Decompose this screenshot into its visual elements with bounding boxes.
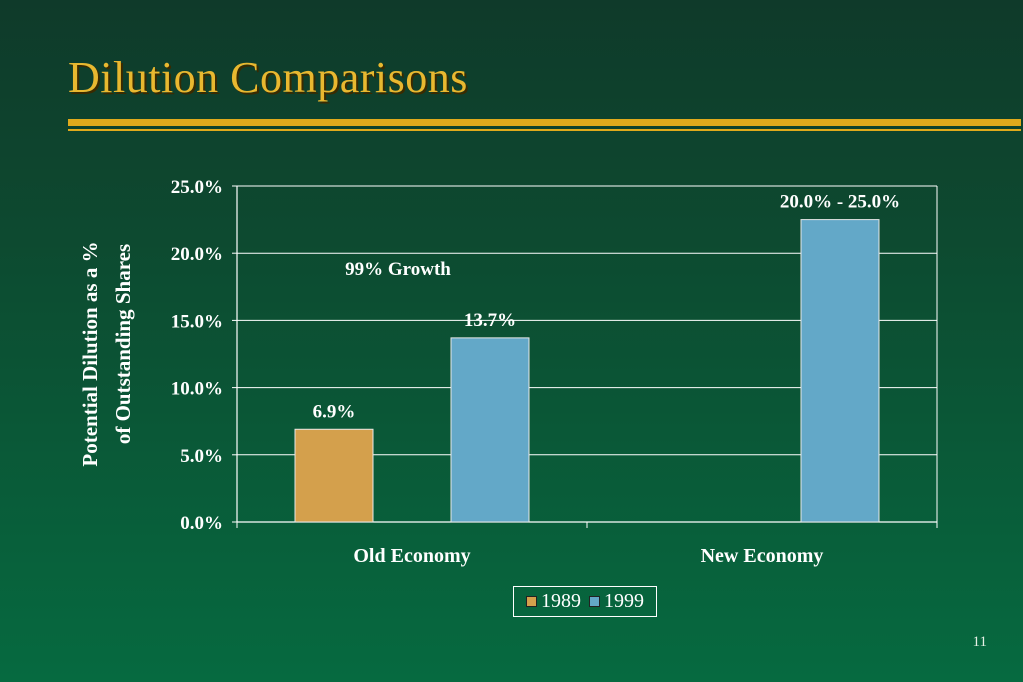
chart-legend: 1989 1999	[513, 586, 657, 617]
legend-label-1999: 1999	[604, 590, 644, 612]
data-label: 6.9%	[313, 401, 356, 422]
x-tick-label: New Economy	[701, 545, 824, 567]
title-rule-thin	[68, 129, 1021, 131]
y-axis-label-line1: Potential Dilution as a %	[78, 241, 102, 466]
legend-swatch-1989	[526, 596, 537, 607]
slide-title: Dilution Comparisons	[68, 53, 468, 102]
bar-1999	[800, 219, 880, 523]
axes: 0.0% 5.0% 10.0% 15.0% 20.0% 25.0% Old Economy N…	[171, 177, 938, 567]
y-tick-label: 25.0%	[171, 177, 223, 198]
page-number: 11	[972, 634, 987, 650]
x-tick-label: Old Economy	[353, 545, 470, 567]
legend-item-1999: 1999	[589, 590, 644, 613]
legend-swatch-1999	[589, 596, 600, 607]
bar-1999	[450, 337, 530, 523]
legend-item-1989: 1989	[526, 590, 581, 613]
y-axis-label-line2: of Outstanding Shares	[111, 244, 135, 444]
y-tick-label: 20.0%	[171, 244, 223, 265]
data-label: 20.0% - 25.0%	[780, 192, 900, 213]
y-tick-label: 15.0%	[171, 311, 223, 332]
bars	[294, 219, 880, 523]
title-rule-thick	[68, 119, 1021, 126]
legend-label-1989: 1989	[541, 590, 581, 612]
y-tick-label: 0.0%	[180, 513, 223, 534]
growth-annotation: 99% Growth	[345, 259, 451, 280]
y-tick-label: 5.0%	[180, 446, 223, 467]
y-tick-label: 10.0%	[171, 379, 223, 400]
data-labels: 6.9% 13.7% 20.0% - 25.0%	[313, 192, 901, 423]
data-label: 13.7%	[464, 310, 516, 331]
bar-1989	[294, 428, 374, 523]
